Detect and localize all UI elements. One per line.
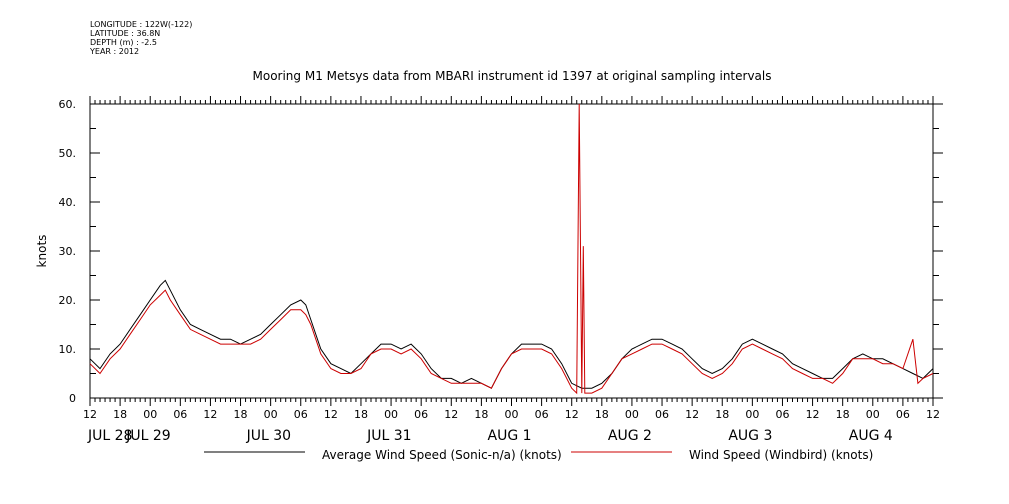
x-tick-label: 00 <box>143 408 157 421</box>
chart-title: Mooring M1 Metsys data from MBARI instru… <box>253 69 772 83</box>
x-tick-label: 06 <box>294 408 308 421</box>
y-axis: 0 10. 20. 30. 40. 50. 60. <box>59 98 943 405</box>
x-tick-label: 12 <box>83 408 97 421</box>
date-label: JUL 30 <box>246 428 291 444</box>
date-label: JUL 29 <box>125 428 170 444</box>
x-tick-label: 18 <box>595 408 609 421</box>
series-line-average <box>89 279 934 389</box>
year-text: YEAR : 2012 <box>90 47 140 56</box>
x-tick-label: 12 <box>806 408 820 421</box>
depth-text: DEPTH (m) : -2.5 <box>90 38 157 47</box>
y-tick-label: 60. <box>59 98 77 111</box>
series-line-windbird <box>89 103 934 395</box>
date-label: AUG 2 <box>608 428 652 444</box>
x-tick-label: 18 <box>474 408 488 421</box>
x-tick-label: 00 <box>866 408 880 421</box>
date-label: JUL 28 <box>87 428 132 444</box>
x-tick-label: 06 <box>896 408 910 421</box>
series-lines <box>89 103 934 395</box>
y-tick-label: 10. <box>59 343 77 356</box>
x-axis: 12 18 00 06 12 18 00 06 12 18 00 06 12 18 00 06 12 18 00 06… <box>83 96 940 444</box>
y-tick-label: 0 <box>69 392 76 405</box>
x-tick-label: 06 <box>655 408 669 421</box>
station-metadata: LONGITUDE : 122W(-122) LATITUDE : 36.8N … <box>90 20 192 56</box>
x-tick-label: 00 <box>625 408 639 421</box>
y-tick-label: 50. <box>59 147 77 160</box>
y-tick-label: 20. <box>59 294 77 307</box>
x-tick-label: 00 <box>384 408 398 421</box>
x-tick-label: 18 <box>836 408 850 421</box>
x-tick-label: 12 <box>685 408 699 421</box>
x-tick-label: 18 <box>354 408 368 421</box>
date-label: JUL 31 <box>366 428 411 444</box>
date-label: AUG 1 <box>488 428 532 444</box>
x-tick-label: 12 <box>926 408 940 421</box>
x-tick-label: 00 <box>264 408 278 421</box>
date-label: AUG 3 <box>728 428 772 444</box>
x-tick-label: 00 <box>505 408 519 421</box>
latitude-text: LATITUDE : 36.8N <box>90 29 161 38</box>
x-tick-label: 12 <box>324 408 338 421</box>
x-tick-label: 12 <box>565 408 579 421</box>
y-tick-label: 30. <box>59 245 77 258</box>
legend-label-average: Average Wind Speed (Sonic-n/a) (knots) <box>322 448 562 462</box>
longitude-text: LONGITUDE : 122W(-122) <box>90 20 193 29</box>
x-tick-label: 18 <box>234 408 248 421</box>
x-tick-label: 18 <box>113 408 127 421</box>
legend-label-windbird: Wind Speed (Windbird) (knots) <box>689 448 873 462</box>
x-tick-label: 06 <box>173 408 187 421</box>
x-tick-label: 06 <box>535 408 549 421</box>
y-axis-label: knots <box>35 235 49 268</box>
y-tick-label: 40. <box>59 196 77 209</box>
x-tick-label: 06 <box>775 408 789 421</box>
legend: Average Wind Speed (Sonic-n/a) (knots) W… <box>204 448 873 462</box>
x-tick-label: 12 <box>203 408 217 421</box>
x-tick-label: 18 <box>715 408 729 421</box>
x-tick-label: 06 <box>414 408 428 421</box>
date-label: AUG 4 <box>849 428 893 444</box>
x-tick-label: 00 <box>745 408 759 421</box>
x-tick-label: 12 <box>444 408 458 421</box>
